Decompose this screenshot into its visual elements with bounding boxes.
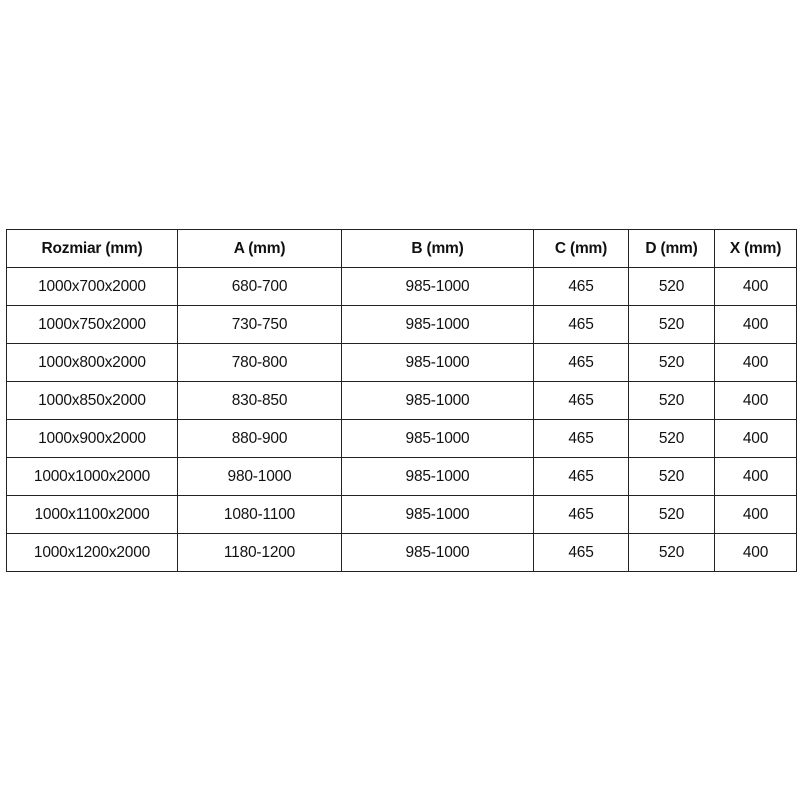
table-cell: 985-1000: [341, 533, 534, 572]
table-row: 1000x900x2000 880-900 985-1000 465 520 400: [6, 419, 797, 458]
table-cell: 985-1000: [341, 419, 534, 458]
table-cell: 880-900: [177, 419, 342, 458]
table-row: 1000x700x2000 680-700 985-1000 465 520 400: [6, 267, 797, 306]
table-cell: 1080-1100: [177, 495, 342, 534]
table-cell: 1000x1200x2000: [6, 533, 178, 572]
table-row: 1000x750x2000 730-750 985-1000 465 520 400: [6, 305, 797, 344]
table-cell: 400: [714, 267, 797, 306]
table-cell: 400: [714, 381, 797, 420]
table-cell: 465: [533, 419, 629, 458]
column-header: D (mm): [628, 229, 715, 268]
table-cell: 985-1000: [341, 495, 534, 534]
table-cell: 830-850: [177, 381, 342, 420]
table-cell: 465: [533, 343, 629, 382]
table-cell: 1000x850x2000: [6, 381, 178, 420]
table-cell: 1000x750x2000: [6, 305, 178, 344]
table-cell: 1180-1200: [177, 533, 342, 572]
table-cell: 400: [714, 305, 797, 344]
header-row: Rozmiar (mm) A (mm) B (mm) C (mm) D (mm) X (m…: [6, 229, 797, 268]
table-cell: 520: [628, 267, 715, 306]
table-cell: 730-750: [177, 305, 342, 344]
table-cell: 520: [628, 495, 715, 534]
column-header: A (mm): [177, 229, 342, 268]
table-row: 1000x850x2000 830-850 985-1000 465 520 400: [6, 381, 797, 420]
table-cell: 520: [628, 305, 715, 344]
table-cell: 400: [714, 533, 797, 572]
table-cell: 780-800: [177, 343, 342, 382]
table-cell: 680-700: [177, 267, 342, 306]
table-row: 1000x800x2000 780-800 985-1000 465 520 400: [6, 343, 797, 382]
table-cell: 1000x700x2000: [6, 267, 178, 306]
column-header: B (mm): [341, 229, 534, 268]
table-cell: 465: [533, 457, 629, 496]
table-row: 1000x1200x2000 1180-1200 985-1000 465 520 400: [6, 533, 797, 572]
table-cell: 465: [533, 305, 629, 344]
table-cell: 985-1000: [341, 343, 534, 382]
table-cell: 465: [533, 533, 629, 572]
table-cell: 985-1000: [341, 267, 534, 306]
table-cell: 985-1000: [341, 305, 534, 344]
dimensions-table: Rozmiar (mm) A (mm) B (mm) C (mm) D (mm) X (m…: [6, 229, 797, 572]
table-cell: 1000x900x2000: [6, 419, 178, 458]
table-cell: 520: [628, 419, 715, 458]
table-cell: 1000x1100x2000: [6, 495, 178, 534]
table-cell: 985-1000: [341, 381, 534, 420]
column-header: X (mm): [714, 229, 797, 268]
table-row: 1000x1100x2000 1080-1100 985-1000 465 520 400: [6, 495, 797, 534]
table-cell: 400: [714, 419, 797, 458]
table-cell: 1000x800x2000: [6, 343, 178, 382]
table-cell: 465: [533, 495, 629, 534]
table-cell: 985-1000: [341, 457, 534, 496]
table-cell: 980-1000: [177, 457, 342, 496]
table-cell: 520: [628, 343, 715, 382]
table-cell: 520: [628, 457, 715, 496]
table-cell: 400: [714, 457, 797, 496]
table-cell: 520: [628, 533, 715, 572]
table-cell: 400: [714, 343, 797, 382]
column-header: Rozmiar (mm): [6, 229, 178, 268]
table-cell: 465: [533, 267, 629, 306]
column-header: C (mm): [533, 229, 629, 268]
table-cell: 520: [628, 381, 715, 420]
table-cell: 465: [533, 381, 629, 420]
table-cell: 400: [714, 495, 797, 534]
table-cell: 1000x1000x2000: [6, 457, 178, 496]
table-row: 1000x1000x2000 980-1000 985-1000 465 520 400: [6, 457, 797, 496]
